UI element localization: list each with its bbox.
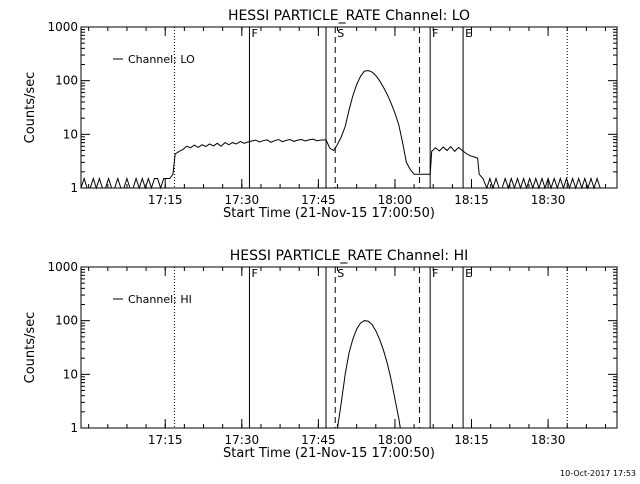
y-tick-label: 1 — [70, 421, 78, 435]
marker-label: E — [465, 27, 472, 40]
x-tick-label: 17:30 — [225, 193, 260, 207]
y-tick-label: 1000 — [47, 20, 78, 34]
x-tick-label: 18:30 — [531, 193, 566, 207]
marker-label: E — [465, 267, 472, 280]
y-tick-label: 100 — [55, 314, 78, 328]
x-tick-label: 17:15 — [148, 193, 183, 207]
marker-label: F — [432, 27, 438, 40]
x-tick-label: 17:45 — [301, 433, 336, 447]
legend-label: Channel: HI — [128, 293, 192, 306]
data-series-line — [80, 69, 601, 190]
x-tick-label: 17:15 — [148, 433, 183, 447]
marker-label: F — [251, 27, 257, 40]
y-axis-label: Counts/sec — [23, 72, 38, 144]
plot-frame — [80, 26, 618, 189]
chart-panel-hi: HESSI PARTICLE_RATE Channel: HI 1 10 100 100… — [23, 248, 618, 461]
x-tick-label: 18:00 — [378, 193, 413, 207]
x-tick-label: 18:30 — [531, 433, 566, 447]
y-tick-label: 10 — [63, 127, 78, 141]
chart-title: HESSI PARTICLE_RATE Channel: HI — [230, 248, 468, 264]
x-axis-label: Start Time (21-Nov-15 17:00:50) — [223, 206, 435, 221]
chart-title: HESSI PARTICLE_RATE Channel: LO — [228, 8, 470, 24]
x-tick-label: 18:15 — [454, 433, 489, 447]
y-tick-label: 1 — [70, 181, 78, 195]
x-axis-label: Start Time (21-Nov-15 17:00:50) — [223, 446, 435, 461]
x-tick-label: 17:30 — [225, 433, 260, 447]
legend-label: Channel: LO — [128, 53, 195, 66]
marker-label: F — [432, 267, 438, 280]
y-tick-label: 10 — [63, 367, 78, 381]
plot-frame — [80, 266, 618, 429]
chart-panel-lo: HESSI PARTICLE_RATE Channel: LO 1 10 100 100… — [23, 8, 618, 221]
x-tick-label: 18:15 — [454, 193, 489, 207]
marker-label: S — [337, 27, 344, 40]
y-axis-label: Counts/sec — [23, 312, 38, 384]
marker-label: S — [337, 267, 344, 280]
y-tick-label: 1000 — [47, 260, 78, 274]
data-series-line — [337, 320, 401, 429]
marker-label: F — [251, 267, 257, 280]
x-tick-label: 17:45 — [301, 193, 336, 207]
x-tick-label: 18:00 — [378, 433, 413, 447]
y-tick-label: 100 — [55, 74, 78, 88]
timestamp-footer: 10-Oct-2017 17:53 — [560, 469, 636, 478]
